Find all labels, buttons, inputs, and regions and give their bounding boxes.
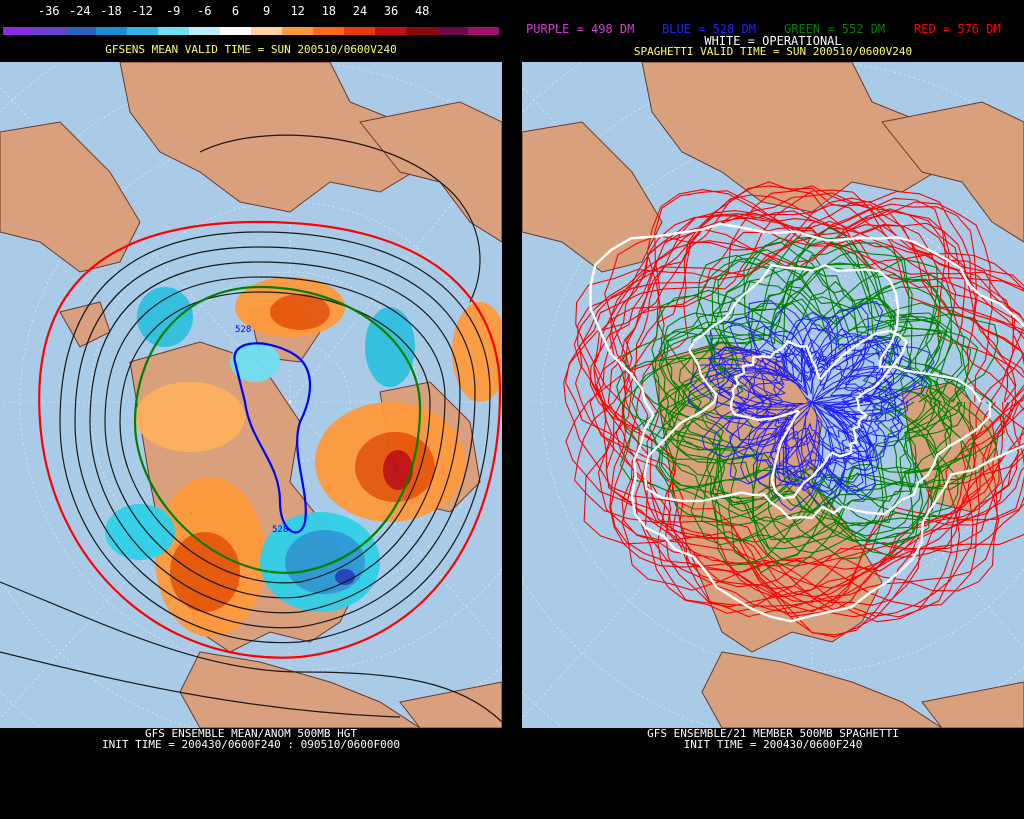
spaghetti-blue-528	[719, 325, 935, 489]
spaghetti-blue-528	[740, 312, 894, 484]
spaghetti-blue-528	[717, 339, 896, 488]
spaghetti-red-576	[593, 185, 1017, 592]
scale-label: 36	[383, 4, 399, 18]
panel-divider	[502, 0, 522, 819]
spaghetti-green-552	[648, 226, 953, 556]
legend-red: RED = 576 DM	[914, 22, 1001, 36]
legend-green: GREEN = 552 DM	[784, 22, 886, 36]
spaghetti-blue-528	[709, 345, 928, 477]
scale-swatch	[220, 27, 251, 35]
spaghetti-red-576	[563, 201, 998, 603]
legend-white: WHITE = OPERATIONAL	[704, 34, 842, 48]
legend-blue: BLUE = 528 DM	[662, 22, 756, 36]
scale-label: 18	[321, 4, 337, 18]
scale-swatch	[468, 27, 499, 35]
spaghetti-green-552	[668, 237, 975, 567]
legend-purple: PURPLE = 498 DM	[526, 22, 635, 36]
scale-swatch	[127, 27, 158, 35]
contour-label-528-lower: 528	[272, 525, 288, 535]
spaghetti-green-552	[662, 236, 952, 529]
ensemble-mean-map: 528 528	[0, 62, 502, 728]
spaghetti-red-576	[595, 214, 1024, 607]
key-contours	[38, 220, 502, 659]
mean-map-svg: 528 528	[0, 62, 502, 728]
operational-528	[729, 329, 909, 500]
spaghetti-green-552	[621, 263, 972, 542]
scale-label: -36	[37, 4, 60, 18]
anomaly-color-scale: -36 -24 -18 -12 -9 -6 6 9 12 18 24 36 48	[2, 4, 500, 36]
spaghetti-blue-528	[729, 315, 916, 485]
spaghetti-green-552	[650, 278, 952, 567]
spaghetti-red-576	[574, 194, 1024, 598]
spaghetti-red-576	[604, 220, 1024, 606]
scale-swatch	[406, 27, 437, 35]
scale-label: 9	[262, 4, 271, 18]
scale-swatch	[158, 27, 189, 35]
scale-swatch	[344, 27, 375, 35]
spaghetti-green-552	[631, 234, 943, 546]
left-footer-line1: GFS ENSEMBLE MEAN/ANOM 500MB HGT	[145, 727, 357, 740]
operational-576	[589, 222, 1024, 623]
spaghetti-blue-528	[718, 327, 886, 500]
spaghetti-blue-528	[706, 328, 925, 509]
scale-swatch	[189, 27, 220, 35]
scale-swatch	[96, 27, 127, 35]
spaghetti-green-552	[616, 262, 959, 524]
spaghetti-green-552	[621, 266, 941, 543]
spaghetti-green-552	[658, 258, 939, 554]
spaghetti-green-552	[663, 273, 954, 560]
scale-swatch	[3, 27, 34, 35]
spaghetti-blue-528	[729, 316, 904, 490]
spaghetti-red-576	[565, 197, 1024, 623]
scale-swatch	[375, 27, 406, 35]
scale-label: -18	[100, 4, 122, 18]
scale-label: 6	[231, 4, 240, 18]
height-contours	[0, 134, 502, 723]
scale-label: 12	[290, 4, 305, 18]
spaghetti-green-552	[681, 254, 979, 544]
spaghetti-panel: PURPLE = 498 DM BLUE = 528 DM GREEN = 55…	[522, 0, 1024, 819]
spaghetti-green-552	[656, 286, 972, 550]
spaghetti-blue-528	[747, 300, 900, 487]
spaghetti-green-552	[619, 242, 975, 537]
spaghetti-red-576	[621, 192, 1024, 591]
spaghetti-red-576	[577, 190, 1017, 617]
spaghetti-blue-528	[701, 300, 887, 474]
contour-label-528-upper: 528	[235, 325, 251, 335]
ensemble-mean-panel: -36 -24 -18 -12 -9 -6 6 9 12 18 24 36 48 GFSENS MEAN…	[0, 0, 502, 819]
spaghetti-lines	[563, 181, 1024, 638]
scale-label: 24	[352, 4, 368, 18]
spaghetti-map	[522, 62, 1024, 728]
scale-label: -6	[197, 4, 212, 18]
left-footer-line2: INIT TIME = 200430/0600F240 : 090510/060…	[101, 738, 400, 751]
scale-label: -9	[165, 4, 181, 18]
scale-label: -24	[68, 4, 91, 18]
scale-swatch	[65, 27, 96, 35]
spaghetti-red-576	[565, 185, 1024, 586]
spaghetti-red-576	[610, 181, 1024, 614]
scale-swatch	[313, 27, 344, 35]
scale-swatch	[282, 27, 313, 35]
spaghetti-green-552	[669, 241, 963, 528]
scale-label: -12	[131, 4, 153, 18]
operational-552	[643, 263, 992, 520]
scale-swatch	[437, 27, 468, 35]
scale-label: 48	[414, 4, 430, 18]
spaghetti-blue-528	[704, 341, 895, 480]
right-footer-line2: INIT TIME = 200430/0600F240	[683, 738, 863, 751]
spaghetti-red-576	[583, 197, 1024, 598]
scale-swatch	[251, 27, 282, 35]
spaghetti-green-552	[658, 266, 968, 574]
scale-swatch	[34, 27, 65, 35]
left-title: GFSENS MEAN VALID TIME = SUN 200510/0600…	[105, 43, 397, 56]
scale-bar	[2, 26, 500, 36]
spaghetti-red-576	[609, 214, 1024, 618]
right-footer-line1: GFS ENSEMBLE/21 MEMBER 500MB SPAGHETTI	[647, 727, 899, 740]
spaghetti-red-576	[574, 189, 1016, 608]
spaghetti-map-svg	[522, 62, 1024, 728]
spaghetti-green-552	[661, 257, 1005, 541]
right-title: SPAGHETTI VALID TIME = SUN 200510/0600V2…	[633, 45, 913, 58]
